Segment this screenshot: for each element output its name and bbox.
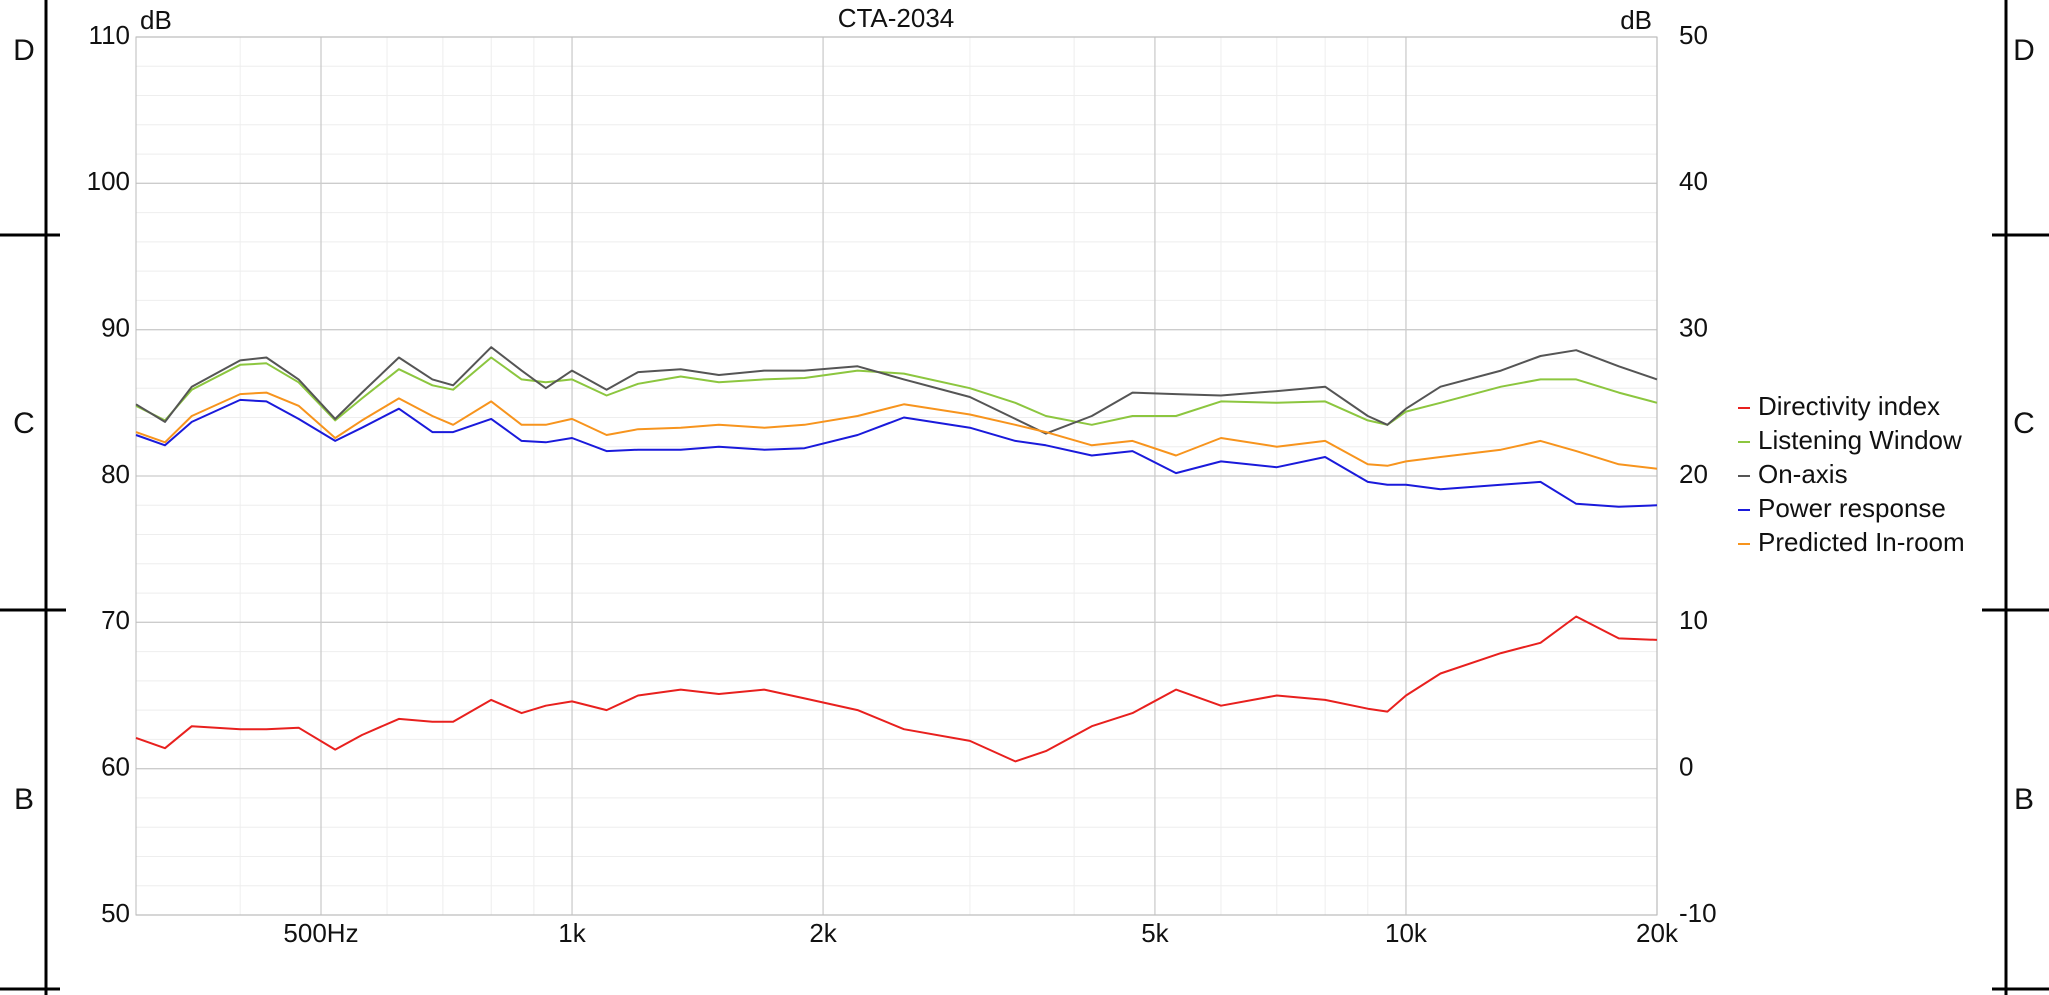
x-tick-label: 500Hz — [283, 918, 358, 948]
series-line — [135, 346, 1658, 435]
legend-label: Listening Window — [1758, 425, 1962, 455]
x-tick-label: 10k — [1385, 918, 1428, 948]
y2-tick-label: 50 — [1679, 20, 1708, 50]
y-tick-label: 100 — [87, 166, 130, 196]
legend-label: On-axis — [1758, 459, 1848, 489]
legend-label: Power response — [1758, 493, 1946, 523]
side-label: C — [13, 407, 35, 440]
y-tick-label: 60 — [101, 752, 130, 782]
series-line — [135, 391, 1658, 470]
side-label: D — [2013, 34, 2035, 67]
x-tick-label: 5k — [1141, 918, 1169, 948]
legend-label: Predicted In-room — [1758, 527, 1965, 557]
chart-title: CTA-2034 — [838, 3, 955, 33]
y-tick-label: 90 — [101, 313, 130, 343]
y2-tick-label: 40 — [1679, 166, 1708, 196]
y2-tick-label: 30 — [1679, 313, 1708, 343]
y-tick-label: 70 — [101, 605, 130, 635]
x-tick-label: 2k — [809, 918, 837, 948]
legend-label: Directivity index — [1758, 391, 1940, 421]
y2-tick-label: 0 — [1679, 752, 1693, 782]
side-label: D — [13, 34, 35, 67]
x-tick-label: 20k — [1636, 918, 1679, 948]
y-tick-label: 80 — [101, 459, 130, 489]
x-tick-label: 1k — [558, 918, 586, 948]
series-line — [135, 398, 1658, 508]
side-label: B — [14, 783, 34, 816]
y2-tick-label: -10 — [1679, 898, 1717, 928]
series-line — [135, 615, 1658, 763]
side-label: B — [2014, 783, 2034, 816]
y2-tick-label: 10 — [1679, 605, 1708, 635]
y-axis-label: dB — [140, 5, 172, 35]
plot-frame — [135, 36, 1658, 916]
y-tick-label: 50 — [101, 898, 130, 928]
side-label: C — [2013, 407, 2035, 440]
y2-axis-label: dB — [1620, 5, 1652, 35]
y2-tick-label: 20 — [1679, 459, 1708, 489]
y-tick-label: 110 — [89, 20, 130, 50]
